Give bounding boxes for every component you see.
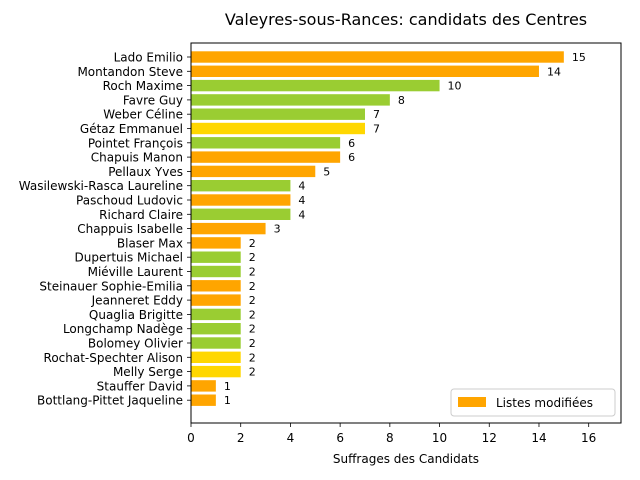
y-tick-label: Quaglia Brigitte	[89, 308, 183, 322]
bar	[191, 380, 216, 392]
data-label: 1	[224, 394, 231, 407]
y-tick-label: Steinauer Sophie-Emilia	[39, 279, 183, 293]
data-label: 10	[448, 80, 462, 93]
y-tick-label: Chappuis Isabelle	[77, 222, 183, 236]
y-tick-label: Paschoud Ludovic	[76, 194, 183, 208]
data-label: 3	[274, 223, 281, 236]
x-tick-label: 4	[287, 431, 295, 445]
y-tick-label: Richard Claire	[99, 208, 183, 222]
bar	[191, 194, 291, 206]
legend: Listes modifiées	[450, 388, 616, 417]
x-axis: 0 2 4 6 8 10 12 14 16	[187, 423, 596, 445]
bar	[191, 251, 241, 263]
x-tick-label: 8	[386, 431, 394, 445]
bar	[191, 265, 241, 278]
bar	[191, 122, 365, 135]
y-tick-label: Melly Serge	[113, 365, 183, 379]
bar	[191, 137, 341, 149]
bar	[191, 280, 241, 292]
y-tick-label: Roch Maxime	[103, 79, 183, 93]
data-label: 4	[298, 208, 305, 221]
y-tick-label: Weber Céline	[103, 108, 183, 122]
y-tick-label: Favre Guy	[123, 93, 183, 107]
bars-layer	[191, 51, 564, 406]
data-label: 2	[249, 237, 256, 250]
bar	[191, 308, 241, 321]
x-tick-label: 16	[581, 431, 596, 445]
bar	[191, 294, 241, 306]
x-tick-label: 0	[187, 431, 195, 445]
data-label: 4	[298, 180, 305, 193]
bar	[191, 108, 365, 120]
data-label: 7	[373, 123, 380, 136]
bar	[191, 151, 341, 163]
data-label: 2	[249, 366, 256, 379]
bar	[191, 323, 241, 335]
chart-title: Valeyres-sous-Rances: candidats des Cent…	[225, 10, 587, 29]
bar	[191, 165, 316, 178]
data-label: 2	[249, 323, 256, 336]
legend-label: Listes modifiées	[496, 396, 593, 410]
data-label: 8	[398, 94, 405, 107]
x-tick-label: 12	[482, 431, 497, 445]
bar	[191, 65, 539, 77]
data-label: 4	[298, 194, 305, 207]
data-label: 7	[373, 108, 380, 121]
bar	[191, 337, 241, 349]
data-label: 2	[249, 308, 256, 321]
bar	[191, 79, 440, 92]
data-label: 2	[249, 351, 256, 364]
bar	[191, 222, 266, 235]
data-label: 6	[348, 151, 355, 164]
y-tick-label: Montandon Steve	[77, 65, 183, 79]
y-tick-label: Pointet François	[88, 136, 183, 150]
bar	[191, 94, 390, 106]
x-axis-label: Suffrages des Candidats	[333, 452, 479, 466]
x-tick-label: 10	[432, 431, 447, 445]
y-tick-label: Blaser Max	[117, 236, 183, 250]
x-tick-label: 14	[531, 431, 546, 445]
x-tick-label: 6	[336, 431, 344, 445]
data-label: 15	[572, 51, 586, 64]
data-label: 14	[547, 65, 561, 78]
y-tick-label: Stauffer David	[97, 379, 183, 393]
y-tick-label: Miéville Laurent	[88, 265, 184, 279]
bar	[191, 51, 564, 63]
y-tick-label: Wasilewski-Rasca Laureline	[19, 179, 183, 193]
y-tick-label: Gétaz Emmanuel	[80, 122, 183, 136]
bar	[191, 237, 241, 249]
data-label: 2	[249, 337, 256, 350]
data-label: 2	[249, 266, 256, 279]
y-tick-label: Longchamp Nadège	[63, 322, 183, 336]
bar	[191, 208, 291, 220]
y-tick-label: Jeanneret Eddy	[91, 294, 183, 308]
data-label: 1	[224, 380, 231, 393]
bar	[191, 365, 241, 378]
x-tick-label: 2	[237, 431, 245, 445]
data-label: 5	[323, 165, 330, 178]
y-tick-label: Chapuis Manon	[91, 151, 183, 165]
legend-swatch	[458, 397, 486, 407]
y-tick-label: Lado Emilio	[114, 51, 183, 65]
bar	[191, 394, 216, 406]
bar	[191, 180, 291, 192]
bar	[191, 351, 241, 363]
y-tick-label: Bolomey Olivier	[88, 337, 183, 351]
data-label: 2	[249, 251, 256, 264]
plot-frame	[190, 42, 622, 424]
y-tick-label: Bottlang-Pittet Jaqueline	[37, 394, 183, 408]
data-label: 2	[249, 294, 256, 307]
data-label: 6	[348, 137, 355, 150]
legend-box	[450, 388, 616, 417]
y-tick-label: Dupertuis Michael	[75, 251, 183, 265]
y-tick-label: Pellaux Yves	[108, 165, 183, 179]
y-tick-label: Rochat-Spechter Alison	[44, 351, 183, 365]
data-label: 2	[249, 280, 256, 293]
